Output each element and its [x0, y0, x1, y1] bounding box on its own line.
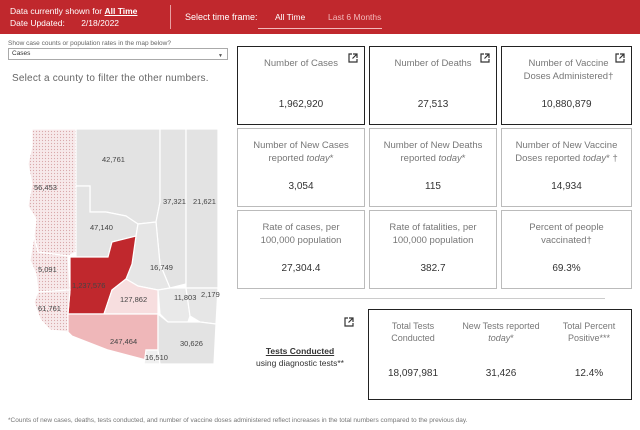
top-bar: Data currently shown for All Time Date U…	[0, 0, 640, 34]
county-label-coconino: 42,761	[102, 155, 125, 164]
county-label-maricopa: 1,237,576	[72, 281, 105, 290]
county-label-pima: 247,464	[110, 337, 137, 346]
county-label-navajo: 37,321	[163, 197, 186, 206]
date-updated-value: 2/18/2022	[81, 18, 120, 28]
card-case-rate[interactable]: Rate of cases, per 100,000 population 27…	[237, 210, 365, 289]
card-value: 10,880,879	[541, 99, 592, 110]
card-title-text: Number of New Deaths reported	[383, 140, 483, 164]
card-title-text: Number of New Cases reported	[253, 140, 349, 164]
external-link-icon[interactable]	[480, 53, 490, 63]
card-value: 1,962,920	[278, 99, 324, 110]
external-link-icon[interactable]	[344, 317, 354, 327]
card-title: Number of New Vaccine Doses reported tod…	[510, 139, 623, 165]
card-fatality-rate[interactable]: Rate of fatalities, per 100,000 populati…	[369, 210, 497, 289]
data-shown-label: Data currently shown for	[10, 6, 103, 16]
county-yuma[interactable]	[33, 289, 71, 333]
card-title: Rate of fatalities, per 100,000 populati…	[389, 222, 477, 246]
county-graham[interactable]	[157, 287, 191, 323]
tests-heading: Tests Conducted using diagnostic tests**	[250, 345, 350, 369]
tests-new-value: 31,426	[485, 368, 517, 379]
timeframe-label: Select time frame:	[185, 12, 258, 22]
tests-positive-value: 12.4%	[574, 368, 604, 379]
card-new-vaccine-doses[interactable]: Number of New Vaccine Doses reported tod…	[501, 128, 632, 207]
card-percent-vaccinated[interactable]: Percent of people vaccinated† 69.3%	[501, 210, 632, 289]
external-link-icon[interactable]	[348, 53, 358, 63]
external-link-icon[interactable]	[615, 53, 625, 63]
card-number-of-deaths[interactable]: Number of Deaths 27,513	[369, 46, 497, 125]
tests-positive-column: Total Percent Positive*** 12.4%	[545, 320, 633, 379]
county-filter-hint: Select a county to filter the other numb…	[12, 73, 209, 84]
card-title: Number of Cases	[264, 58, 338, 69]
county-label-greenlee: 2,179	[201, 290, 220, 299]
county-label-mohave: 56,453	[34, 183, 57, 192]
card-title-emphasis: today	[438, 153, 462, 164]
card-number-of-cases[interactable]: Number of Cases 1,962,920	[237, 46, 365, 125]
card-title: Percent of people vaccinated†	[529, 222, 604, 246]
data-shown-value: All Time	[104, 6, 138, 16]
card-new-cases[interactable]: Number of New Cases reported today* 3,05…	[237, 128, 365, 207]
tests-subtitle: using diagnostic tests**	[256, 358, 344, 368]
date-updated-label: Date Updated:	[10, 18, 65, 28]
card-value: 27,513	[417, 99, 449, 110]
tab-last-6-months[interactable]: Last 6 Months	[328, 12, 382, 22]
county-cochise[interactable]	[157, 312, 217, 365]
header-divider	[170, 5, 171, 29]
county-label-graham: 11,803	[174, 293, 196, 302]
card-title-text: Number of New Vaccine Doses reported	[515, 140, 618, 164]
map-measure-value: Cases	[12, 50, 31, 57]
card-title: Rate of cases, per 100,000 population	[260, 222, 342, 246]
card-title: Number of New Cases reported today*	[246, 139, 356, 165]
card-title-suffix: *	[329, 153, 334, 164]
tests-total-value: 18,097,981	[387, 368, 439, 379]
county-label-gila: 16,749	[150, 263, 173, 272]
tests-new-title: New Tests reported today*	[457, 320, 545, 346]
county-mohave[interactable]	[27, 128, 77, 257]
tests-new-title-text: New Tests reported	[462, 321, 540, 331]
card-value: 115	[425, 181, 441, 192]
card-value: 3,054	[288, 181, 314, 192]
county-label-la-paz: 5,091	[38, 265, 57, 274]
map-measure-label: Show case counts or population rates in …	[8, 40, 171, 47]
county-label-cochise: 30,626	[180, 339, 203, 348]
tests-panel[interactable]: Total Tests Conducted 18,097,981 New Tes…	[368, 309, 632, 400]
data-info: Data currently shown for All Time Date U…	[10, 5, 137, 29]
card-title-suffix: * †	[606, 153, 618, 164]
card-title-emphasis: today	[582, 153, 607, 164]
tests-total-title: Total Tests Conducted	[391, 321, 435, 343]
tab-underline	[258, 28, 382, 29]
card-value: 382.7	[420, 263, 446, 274]
section-divider	[260, 298, 605, 299]
county-label-apache: 21,621	[193, 197, 216, 206]
card-vaccine-doses[interactable]: Number of Vaccine Doses Administered† 10…	[501, 46, 632, 125]
tests-new-title-suffix: *	[510, 333, 514, 343]
county-label-santa-cruz: 16,510	[145, 353, 168, 362]
tests-new-title-emphasis: today	[488, 333, 511, 343]
tab-all-time[interactable]: All Time	[275, 12, 306, 22]
tests-total-column: Total Tests Conducted 18,097,981	[369, 320, 457, 379]
card-title-emphasis: today	[306, 153, 330, 164]
card-new-deaths[interactable]: Number of New Deaths reported today* 115	[369, 128, 497, 207]
county-map: 56,453 42,761 37,321 21,621 47,140 5,091…	[27, 128, 220, 365]
county-apache[interactable]	[185, 128, 219, 289]
county-label-pinal: 127,862	[120, 295, 147, 304]
card-value: 27,304.4	[281, 263, 321, 274]
map-measure-select[interactable]: Cases ▼	[8, 48, 228, 60]
footnote: *Counts of new cases, deaths, tests cond…	[8, 417, 468, 424]
card-title: Number of New Deaths reported today*	[378, 139, 488, 165]
card-value: 69.3%	[552, 263, 581, 274]
card-value: 14,934	[551, 181, 582, 192]
tests-new-column: New Tests reported today* 31,426	[457, 320, 545, 379]
tests-title[interactable]: Tests Conducted	[265, 346, 335, 356]
tests-positive-title: Total Percent Positive***	[562, 321, 616, 343]
county-label-yavapai: 47,140	[90, 223, 113, 232]
card-title: Number of Deaths	[394, 58, 472, 69]
card-title: Number of Vaccine Doses Administered†	[523, 58, 614, 82]
county-label-yuma: 61,761	[38, 304, 61, 313]
card-title-suffix: *	[461, 153, 466, 164]
chevron-down-icon: ▼	[218, 53, 223, 59]
